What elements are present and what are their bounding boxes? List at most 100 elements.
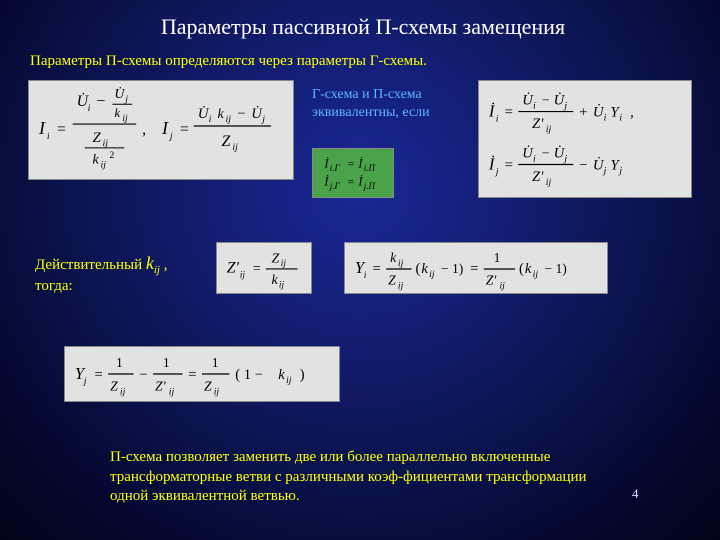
svg-text:ij: ij xyxy=(398,258,404,269)
svg-text:,: , xyxy=(630,104,634,120)
svg-text:İ: İ xyxy=(323,175,329,189)
svg-text:k: k xyxy=(271,273,278,288)
svg-text:k: k xyxy=(525,261,532,277)
svg-text:i.П: i.П xyxy=(364,163,376,173)
svg-text:j: j xyxy=(168,131,173,142)
svg-text:I: I xyxy=(161,118,169,138)
svg-text:i: i xyxy=(496,113,499,124)
formula-svg: Z'ij = Zij kij xyxy=(223,245,305,291)
equiv-label: Г-схема и П-схема эквивалентны, если xyxy=(312,86,452,122)
svg-text:−: − xyxy=(237,106,245,122)
svg-text:): ) xyxy=(300,367,305,383)
formula-box-pi-scheme: İ i = U̇i − U̇j Z'ij + U̇i Yi , İ j = U̇… xyxy=(478,80,692,198)
svg-text:=: = xyxy=(372,261,380,277)
svg-text:Z: Z xyxy=(110,379,118,394)
svg-text:İ: İ xyxy=(323,157,329,171)
formula-box-yi: Yi = kij Zij ( kij − 1) = 1 Z'ij ( kij −… xyxy=(344,242,608,294)
svg-text:I: I xyxy=(38,118,46,138)
svg-text:i: i xyxy=(364,270,367,281)
svg-text:− 1): − 1) xyxy=(441,261,464,277)
svg-text:i: i xyxy=(47,131,50,142)
svg-text:( 1 −: ( 1 − xyxy=(235,367,263,383)
svg-text:=: = xyxy=(57,121,66,138)
formula-svg: Yj = 1 Zij − 1 Z'ij = 1 Zij ( 1 − kij ) xyxy=(71,349,333,399)
formula-box-yj: Yj = 1 Zij − 1 Z'ij = 1 Zij ( 1 − kij ) xyxy=(64,346,340,402)
svg-text:i: i xyxy=(619,112,622,123)
svg-text:−: − xyxy=(97,93,106,110)
svg-text:−: − xyxy=(542,146,550,161)
svg-text:ij: ij xyxy=(429,269,435,280)
svg-text:i: i xyxy=(533,154,536,165)
svg-text:1: 1 xyxy=(212,355,219,370)
svg-text:k: k xyxy=(93,153,100,168)
svg-text:U̇: U̇ xyxy=(114,86,125,102)
svg-text:ij: ij xyxy=(240,270,246,280)
conclusion-text: П-схема позволяет заменить две или более… xyxy=(110,448,590,507)
svg-text:ij: ij xyxy=(398,281,404,291)
svg-text:i: i xyxy=(88,103,91,114)
svg-text:İ: İ xyxy=(488,154,496,173)
svg-text:=: = xyxy=(188,367,196,383)
svg-text:k: k xyxy=(114,106,120,120)
svg-text:ij: ij xyxy=(279,281,285,291)
svg-text:i.Г: i.Г xyxy=(330,163,341,173)
svg-text:ij: ij xyxy=(120,387,126,398)
svg-text:(: ( xyxy=(415,261,420,277)
svg-text:Z': Z' xyxy=(486,273,498,288)
svg-text:=: = xyxy=(505,157,513,173)
svg-text:i: i xyxy=(604,112,607,123)
svg-text:ij: ij xyxy=(102,138,108,149)
svg-text:İ: İ xyxy=(357,157,363,171)
svg-text:i: i xyxy=(533,101,536,112)
svg-text:ij: ij xyxy=(232,142,238,153)
svg-text:k: k xyxy=(421,261,428,277)
svg-text:ij: ij xyxy=(546,124,552,135)
svg-text:ij: ij xyxy=(100,160,106,171)
formula-svg: Yi = kij Zij ( kij − 1) = 1 Z'ij ( kij −… xyxy=(351,245,601,291)
svg-text:+: + xyxy=(579,104,587,120)
svg-text:Z: Z xyxy=(93,130,102,146)
real-k-symbol: k xyxy=(146,253,154,273)
svg-text:Z': Z' xyxy=(155,379,167,394)
svg-text:j.П: j.П xyxy=(363,181,376,191)
svg-text:2: 2 xyxy=(109,150,114,161)
svg-text:− 1): − 1) xyxy=(544,261,567,277)
svg-text:=: = xyxy=(505,104,513,120)
svg-text:1: 1 xyxy=(116,355,123,370)
svg-text:1: 1 xyxy=(163,355,170,370)
svg-text:Z: Z xyxy=(271,251,279,266)
svg-text:−: − xyxy=(139,367,147,383)
svg-text:=: = xyxy=(180,121,189,138)
svg-text:ij: ij xyxy=(169,387,175,398)
formula-svg: İi.Г = İi.П İj.Г = İj.П xyxy=(319,151,387,195)
svg-text:k: k xyxy=(218,107,225,122)
svg-text:k: k xyxy=(390,250,397,265)
svg-text:=: = xyxy=(348,158,355,171)
formula-svg: I i = U̇ i − U̇ j k ij Z ij k ij 2 , I j xyxy=(35,84,287,176)
svg-text:j: j xyxy=(494,166,499,177)
svg-text:−: − xyxy=(542,93,550,108)
svg-text:,: , xyxy=(142,121,146,138)
svg-text:İ: İ xyxy=(357,175,363,189)
slide: Параметры пассивной П-схемы замещения Па… xyxy=(0,0,720,540)
svg-text:=: = xyxy=(94,367,102,383)
svg-text:Z': Z' xyxy=(532,116,544,132)
intro-line: Параметры П-схемы определяются через пар… xyxy=(30,52,427,72)
svg-text:Z': Z' xyxy=(532,169,544,185)
real-k-label: Действительный kij , тогда: xyxy=(35,252,205,297)
svg-text:=: = xyxy=(348,176,355,189)
svg-text:1: 1 xyxy=(494,250,501,265)
svg-text:k: k xyxy=(278,367,285,383)
svg-text:ij: ij xyxy=(225,114,231,125)
svg-text:Z: Z xyxy=(222,133,231,150)
svg-text:Z: Z xyxy=(204,379,212,394)
page-title: Параметры пассивной П-схемы замещения xyxy=(128,14,598,40)
formula-box-equivalence: İi.Г = İi.П İj.Г = İj.П xyxy=(312,148,394,198)
svg-text:ij: ij xyxy=(499,281,505,291)
svg-text:(: ( xyxy=(519,261,524,277)
svg-text:ij: ij xyxy=(533,269,539,280)
svg-text:Z': Z' xyxy=(227,260,240,277)
svg-text:ij: ij xyxy=(286,375,292,386)
svg-text:İ: İ xyxy=(488,101,496,120)
svg-text:ij: ij xyxy=(214,387,220,398)
